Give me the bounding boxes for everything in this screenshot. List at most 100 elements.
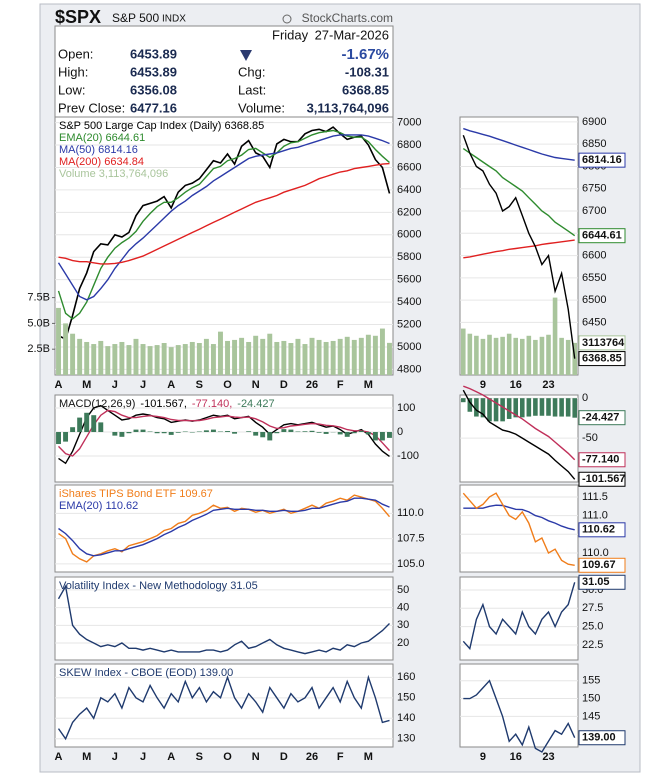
y-tick-label: 6450 [582,316,606,328]
logo-icon [282,14,292,24]
line [57,134,390,301]
bar [84,412,90,433]
bar [203,338,209,375]
bar [288,343,294,375]
legend-title: MACD(12,26,9) [59,398,135,410]
x-tick-label: N [252,379,260,391]
y-tick-label: 30 [397,619,409,631]
bar [225,431,230,433]
bar [105,346,111,375]
bar [274,432,280,434]
bar [281,340,287,375]
end-label-box [578,522,626,538]
y-tick-label: 6200 [397,206,421,218]
y-tick-label: 6600 [397,161,421,173]
bar [330,340,336,375]
bar [140,344,146,375]
end-label-box [578,228,626,244]
bar [500,398,505,422]
y-tick-label: 0 [397,426,403,438]
bar [552,297,558,375]
bar [337,338,343,375]
row-value: 6477.16 [130,100,177,115]
legend-entry: EMA(20) 6644.61 [59,132,145,144]
bar [467,398,473,412]
exchange: INDX [162,14,186,25]
bar [513,337,519,375]
x-tick-label: 23 [542,751,554,763]
bar [119,432,125,437]
end-label: 6368.85 [582,352,622,364]
y-tick-label: 6800 [397,139,421,151]
bar [351,432,357,434]
y-tick-label: 155 [582,675,600,687]
x-tick-label: D [280,751,288,763]
end-label: -24.427 [582,412,619,424]
bar [63,432,69,442]
bar [232,339,238,375]
bar [519,398,525,418]
line [463,385,576,461]
panel [54,116,394,376]
y-tick-label: 110.0 [397,507,424,519]
bar [474,335,479,375]
bar [274,341,280,375]
line [462,148,576,237]
x-tick-label: 9 [480,379,486,391]
panel [54,394,394,483]
end-label: 6644.61 [582,230,622,242]
y-tick-label: 22.5 [582,639,603,651]
bar [460,398,466,403]
x-tick-label: 23 [542,379,554,391]
bar [210,429,216,433]
bar [295,338,301,375]
bar [267,432,273,441]
bar [70,333,76,375]
x-tick-label: M [82,379,91,391]
bar [133,338,139,375]
bar [175,432,181,433]
panel [459,576,579,661]
quote-date: 27-Mar-2026 [315,27,389,42]
end-label-box [578,410,626,426]
y-tick-label: 6700 [582,205,606,217]
bar [119,341,125,375]
x-tick-label: M [82,751,91,763]
panel [459,663,579,748]
bar [526,398,532,417]
bar [467,333,473,375]
legend-entry: -77.140, [192,398,232,410]
bar [70,427,76,433]
row-value: 6368.85 [342,82,389,97]
x-tick-label: S [196,751,203,763]
line [58,126,391,341]
bar [281,429,287,433]
bar [218,331,223,375]
y-tick-label: 5400 [397,296,421,308]
bar [546,398,551,416]
bar [337,432,343,435]
y-tick-label: 5800 [397,251,421,263]
bar [316,432,322,433]
line [57,129,390,320]
bar [358,337,364,375]
line [463,679,576,753]
bar [565,398,571,417]
bar [91,344,97,375]
bar [253,335,259,375]
x-tick-label: J [112,379,118,391]
line [58,409,391,457]
legend-entry: MA(50) 6814.16 [59,144,138,156]
row-value: 6453.89 [130,64,177,79]
bar [168,347,174,375]
line [58,497,390,557]
bar [316,339,322,375]
bar [487,398,492,422]
x-tick-label: A [55,751,63,763]
bar [480,398,486,418]
line [57,674,390,741]
bar [365,432,371,435]
bar [493,398,499,422]
x-tick-label: 16 [510,751,522,763]
x-tick-label: A [167,751,175,763]
